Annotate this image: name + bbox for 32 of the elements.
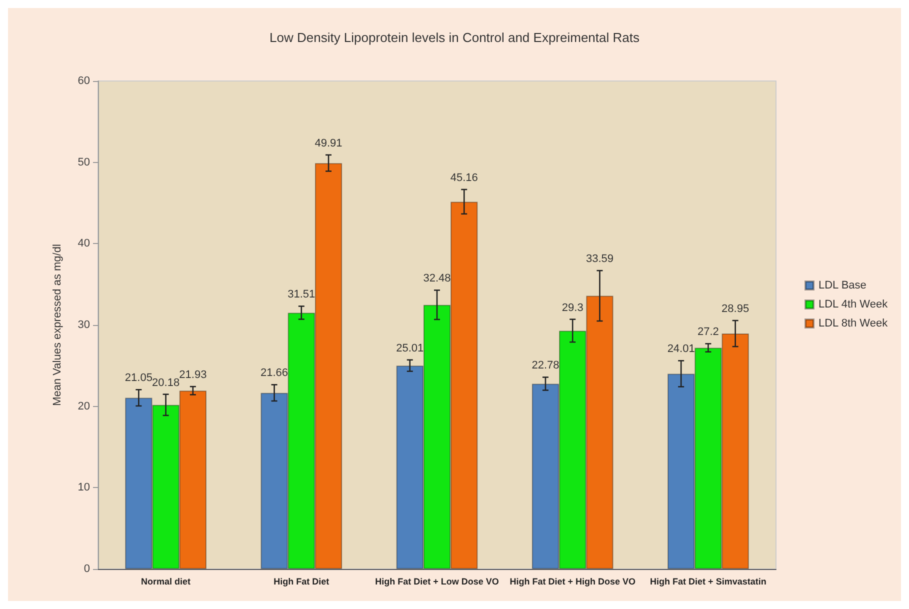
- legend-label: LDL 4th Week: [818, 298, 888, 310]
- data-label: 32.48: [423, 272, 451, 285]
- y-axis-title: Mean Values expressed as mg/dl: [52, 244, 64, 406]
- legend-label: LDL Base: [818, 280, 866, 292]
- data-label: 27.2: [697, 326, 719, 338]
- data-label: 24.01: [667, 343, 695, 356]
- data-label: 20.18: [152, 376, 180, 389]
- chart-title: Low Density Lipoprotein levels in Control and Expreimental Rats: [270, 30, 640, 45]
- data-label: 31.51: [288, 288, 316, 301]
- x-tick-label: High Fat Diet + Low Dose VO: [375, 576, 499, 586]
- data-label: 49.91: [314, 137, 342, 150]
- data-label: 21.93: [179, 369, 207, 382]
- legend-label: LDL 8th Week: [818, 318, 888, 330]
- data-label: 29.3: [562, 302, 584, 314]
- y-tick-label: 60: [78, 75, 90, 87]
- x-tick-label: High Fat Diet + High Dose VO: [510, 576, 636, 586]
- y-tick-label: 0: [84, 563, 90, 575]
- data-label: 45.16: [450, 172, 478, 184]
- y-tick-label: 50: [78, 156, 90, 168]
- y-tick-label: 30: [78, 319, 90, 331]
- y-tick-label: 20: [78, 400, 90, 412]
- data-label: 21.05: [124, 372, 152, 384]
- x-tick-label: High Fat Diet + Simvastatin: [650, 576, 766, 586]
- y-tick-label: 10: [78, 482, 90, 494]
- x-tick-label: High Fat Diet: [274, 576, 330, 586]
- data-label: 22.78: [532, 360, 560, 372]
- data-label: 21.66: [260, 367, 288, 380]
- data-label: 25.01: [396, 342, 424, 354]
- x-tick-label: Normal diet: [141, 576, 191, 586]
- data-label: 33.59: [586, 253, 614, 266]
- y-tick-label: 40: [78, 238, 90, 250]
- data-label: 28.95: [722, 303, 750, 316]
